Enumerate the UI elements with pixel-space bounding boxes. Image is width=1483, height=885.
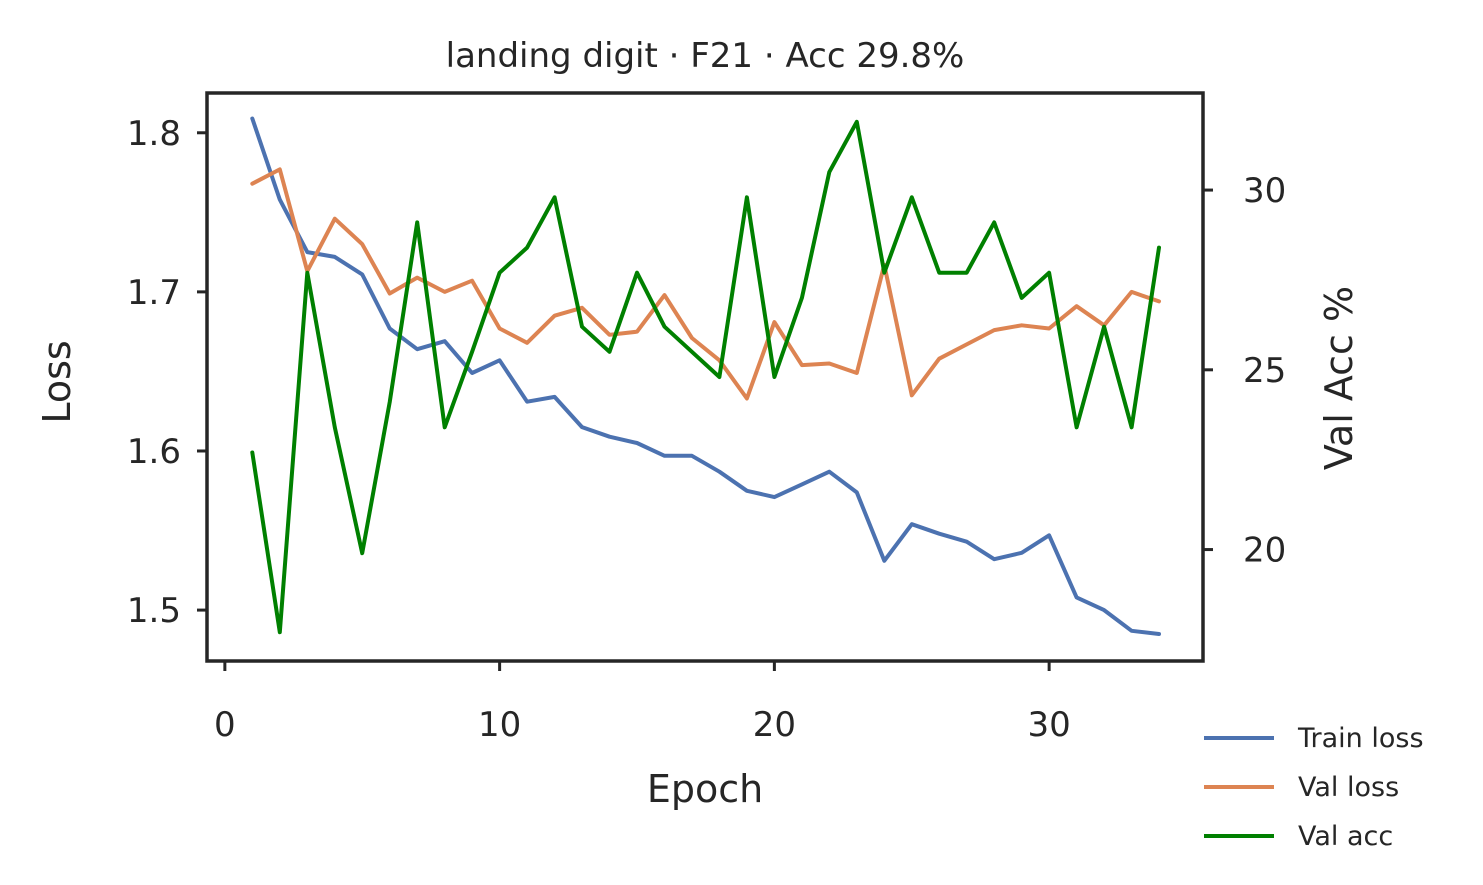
legend: Train loss Val loss Val acc <box>1204 723 1424 852</box>
legend-label: Val loss <box>1298 772 1399 803</box>
y-right-axis-label: Val Acc % <box>1317 286 1361 470</box>
y-tick-label: 1.6 <box>127 432 181 472</box>
y-tick-label: 1.7 <box>127 273 181 313</box>
plot-frame <box>205 91 1205 663</box>
legend-label: Val acc <box>1298 821 1393 852</box>
series-line-train-loss <box>250 116 1161 636</box>
y-axis-label: Loss <box>35 340 79 423</box>
y-right-tick-label: 30 <box>1243 171 1286 211</box>
x-tick-label: 30 <box>1028 705 1071 745</box>
y-tick-label: 1.5 <box>127 591 181 631</box>
series-line-val-acc <box>250 119 1161 635</box>
y-axis-ticks: 1.5 1.6 1.7 1.8 <box>127 114 207 631</box>
plot-lines <box>250 116 1161 636</box>
x-tick-label: 20 <box>753 705 796 745</box>
x-axis-label: Epoch <box>647 767 763 811</box>
y-right-tick-label: 25 <box>1243 351 1286 391</box>
y-right-tick-label: 20 <box>1243 531 1286 571</box>
y-tick-label: 1.8 <box>127 114 181 154</box>
chart-title: landing digit · F21 · Acc 29.8% <box>446 36 965 76</box>
x-axis-ticks: 0 10 20 30 <box>214 661 1071 745</box>
series-line-val-loss <box>250 167 1161 401</box>
x-tick-label: 10 <box>478 705 521 745</box>
legend-label: Train loss <box>1297 723 1424 754</box>
y-right-axis-ticks: 20 25 30 <box>1203 171 1286 571</box>
x-tick-label: 0 <box>214 705 236 745</box>
